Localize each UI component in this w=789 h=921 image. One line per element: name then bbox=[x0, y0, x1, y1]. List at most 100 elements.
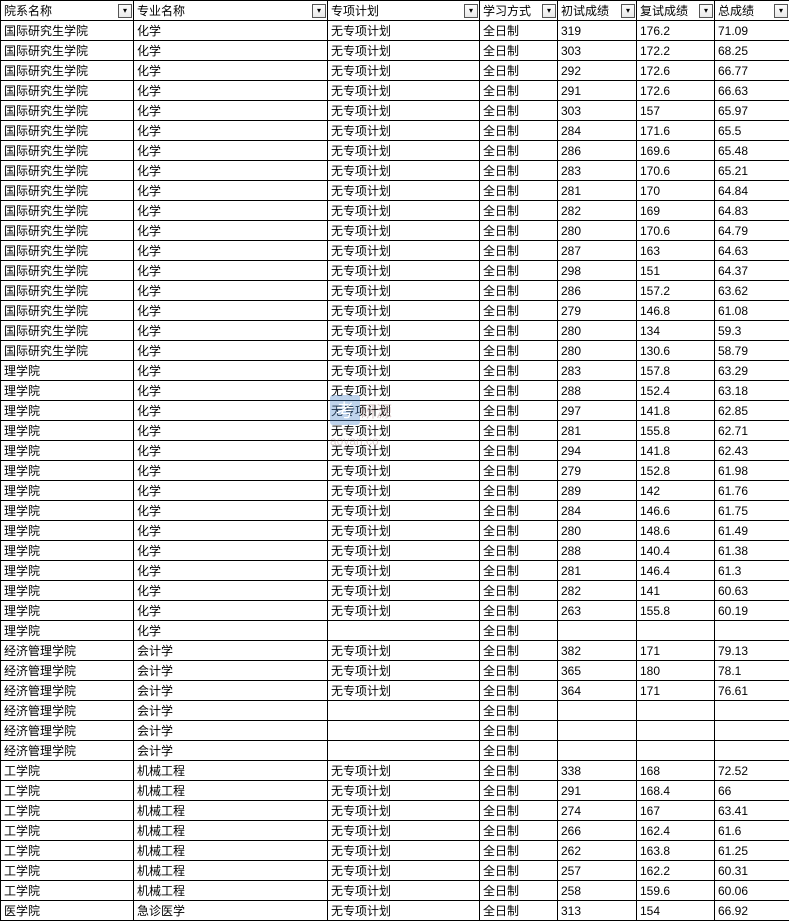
cell-prelim: 284 bbox=[558, 501, 637, 521]
filter-dropdown-icon[interactable]: ▾ bbox=[312, 4, 326, 18]
cell-prelim: 280 bbox=[558, 221, 637, 241]
cell-major: 化学 bbox=[134, 521, 328, 541]
cell-total: 63.62 bbox=[715, 281, 789, 301]
filter-dropdown-icon[interactable]: ▾ bbox=[621, 4, 635, 18]
table-row: 理学院化学无专项计划全日制280148.661.49 bbox=[1, 521, 789, 541]
cell-total: 64.83 bbox=[715, 201, 789, 221]
filter-dropdown-icon[interactable]: ▾ bbox=[699, 4, 713, 18]
cell-prelim: 280 bbox=[558, 321, 637, 341]
cell-retest: 157.8 bbox=[637, 361, 715, 381]
table-row: 国际研究生学院化学无专项计划全日制284171.665.5 bbox=[1, 121, 789, 141]
cell-plan: 无专项计划 bbox=[328, 381, 480, 401]
cell-mode: 全日制 bbox=[480, 901, 558, 921]
cell-plan: 无专项计划 bbox=[328, 141, 480, 161]
cell-plan: 无专项计划 bbox=[328, 641, 480, 661]
cell-dept: 国际研究生学院 bbox=[1, 81, 134, 101]
cell-dept: 理学院 bbox=[1, 421, 134, 441]
cell-plan: 无专项计划 bbox=[328, 441, 480, 461]
cell-total: 61.75 bbox=[715, 501, 789, 521]
cell-mode: 全日制 bbox=[480, 21, 558, 41]
cell-retest: 169.6 bbox=[637, 141, 715, 161]
table-row: 理学院化学无专项计划全日制28214160.63 bbox=[1, 581, 789, 601]
column-header-major: 专业名称▾ bbox=[134, 1, 328, 21]
cell-dept: 工学院 bbox=[1, 841, 134, 861]
cell-prelim: 283 bbox=[558, 361, 637, 381]
cell-mode: 全日制 bbox=[480, 401, 558, 421]
cell-plan: 无专项计划 bbox=[328, 281, 480, 301]
cell-major: 化学 bbox=[134, 421, 328, 441]
cell-total: 64.37 bbox=[715, 261, 789, 281]
cell-total: 61.98 bbox=[715, 461, 789, 481]
header-label: 复试成绩 bbox=[640, 4, 688, 18]
cell-mode: 全日制 bbox=[480, 861, 558, 881]
cell-total: 63.18 bbox=[715, 381, 789, 401]
cell-major: 化学 bbox=[134, 21, 328, 41]
table-row: 理学院化学无专项计划全日制297141.862.85 bbox=[1, 401, 789, 421]
cell-major: 化学 bbox=[134, 621, 328, 641]
filter-dropdown-icon[interactable]: ▾ bbox=[542, 4, 556, 18]
cell-mode: 全日制 bbox=[480, 201, 558, 221]
cell-plan: 无专项计划 bbox=[328, 301, 480, 321]
filter-dropdown-icon[interactable]: ▾ bbox=[774, 4, 788, 18]
cell-plan: 无专项计划 bbox=[328, 21, 480, 41]
cell-mode: 全日制 bbox=[480, 321, 558, 341]
cell-mode: 全日制 bbox=[480, 161, 558, 181]
cell-prelim: 286 bbox=[558, 141, 637, 161]
cell-dept: 理学院 bbox=[1, 401, 134, 421]
table-row: 国际研究生学院化学无专项计划全日制28216964.83 bbox=[1, 201, 789, 221]
cell-major: 化学 bbox=[134, 301, 328, 321]
filter-dropdown-icon[interactable]: ▾ bbox=[118, 4, 132, 18]
table-row: 经济管理学院会计学无专项计划全日制36518078.1 bbox=[1, 661, 789, 681]
header-label: 总成绩 bbox=[718, 4, 754, 18]
cell-mode: 全日制 bbox=[480, 521, 558, 541]
cell-dept: 理学院 bbox=[1, 541, 134, 561]
cell-retest: 169 bbox=[637, 201, 715, 221]
cell-mode: 全日制 bbox=[480, 81, 558, 101]
cell-major: 机械工程 bbox=[134, 881, 328, 901]
cell-total: 72.52 bbox=[715, 761, 789, 781]
filter-dropdown-icon[interactable]: ▾ bbox=[464, 4, 478, 18]
cell-major: 会计学 bbox=[134, 641, 328, 661]
cell-mode: 全日制 bbox=[480, 41, 558, 61]
table-row: 国际研究生学院化学无专项计划全日制303172.268.25 bbox=[1, 41, 789, 61]
cell-dept: 国际研究生学院 bbox=[1, 41, 134, 61]
cell-total: 60.06 bbox=[715, 881, 789, 901]
cell-retest: 170 bbox=[637, 181, 715, 201]
cell-prelim: 291 bbox=[558, 781, 637, 801]
cell-plan: 无专项计划 bbox=[328, 541, 480, 561]
cell-retest: 167 bbox=[637, 801, 715, 821]
cell-major: 化学 bbox=[134, 221, 328, 241]
cell-plan: 无专项计划 bbox=[328, 901, 480, 921]
cell-mode: 全日制 bbox=[480, 681, 558, 701]
cell-retest: 130.6 bbox=[637, 341, 715, 361]
cell-plan: 无专项计划 bbox=[328, 81, 480, 101]
cell-prelim: 274 bbox=[558, 801, 637, 821]
table-row: 经济管理学院会计学无专项计划全日制38217179.13 bbox=[1, 641, 789, 661]
cell-major: 会计学 bbox=[134, 661, 328, 681]
cell-retest: 140.4 bbox=[637, 541, 715, 561]
header-label: 初试成绩 bbox=[561, 4, 609, 18]
cell-plan: 无专项计划 bbox=[328, 581, 480, 601]
cell-total: 60.19 bbox=[715, 601, 789, 621]
cell-dept: 经济管理学院 bbox=[1, 661, 134, 681]
cell-total: 78.1 bbox=[715, 661, 789, 681]
cell-prelim: 284 bbox=[558, 121, 637, 141]
cell-dept: 经济管理学院 bbox=[1, 741, 134, 761]
cell-dept: 国际研究生学院 bbox=[1, 281, 134, 301]
cell-total: 71.09 bbox=[715, 21, 789, 41]
cell-prelim: 286 bbox=[558, 281, 637, 301]
cell-mode: 全日制 bbox=[480, 761, 558, 781]
cell-plan: 无专项计划 bbox=[328, 421, 480, 441]
table-row: 工学院机械工程无专项计划全日制266162.461.6 bbox=[1, 821, 789, 841]
cell-retest: 148.6 bbox=[637, 521, 715, 541]
cell-major: 化学 bbox=[134, 541, 328, 561]
cell-retest: 163 bbox=[637, 241, 715, 261]
cell-plan: 无专项计划 bbox=[328, 761, 480, 781]
cell-retest: 176.2 bbox=[637, 21, 715, 41]
cell-mode: 全日制 bbox=[480, 221, 558, 241]
table-row: 理学院化学无专项计划全日制288152.463.18 bbox=[1, 381, 789, 401]
cell-dept: 国际研究生学院 bbox=[1, 221, 134, 241]
cell-mode: 全日制 bbox=[480, 241, 558, 261]
table-row: 国际研究生学院化学无专项计划全日制319176.271.09 bbox=[1, 21, 789, 41]
cell-prelim: 292 bbox=[558, 61, 637, 81]
